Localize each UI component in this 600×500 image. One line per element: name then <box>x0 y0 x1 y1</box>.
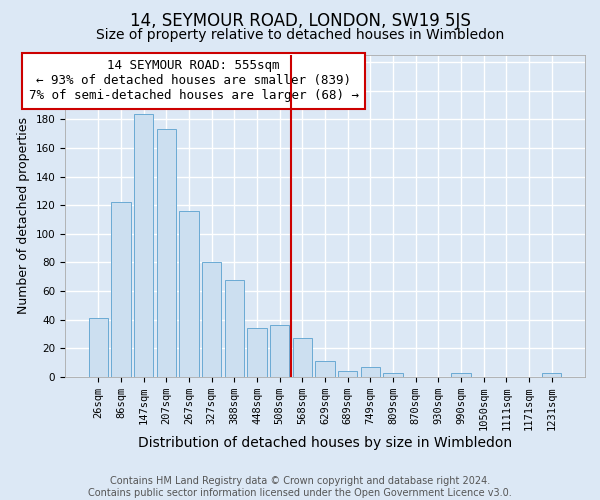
Bar <box>383 372 403 377</box>
Bar <box>361 367 380 377</box>
Bar <box>451 372 470 377</box>
Text: Contains HM Land Registry data © Crown copyright and database right 2024.
Contai: Contains HM Land Registry data © Crown c… <box>88 476 512 498</box>
Bar <box>134 114 154 377</box>
Bar <box>157 130 176 377</box>
Bar <box>225 280 244 377</box>
Bar <box>542 372 562 377</box>
Bar <box>270 326 289 377</box>
Bar <box>293 338 312 377</box>
Text: 14, SEYMOUR ROAD, LONDON, SW19 5JS: 14, SEYMOUR ROAD, LONDON, SW19 5JS <box>130 12 470 30</box>
Bar <box>179 211 199 377</box>
Bar <box>247 328 266 377</box>
Bar <box>316 361 335 377</box>
Bar <box>338 371 358 377</box>
X-axis label: Distribution of detached houses by size in Wimbledon: Distribution of detached houses by size … <box>138 436 512 450</box>
Text: Size of property relative to detached houses in Wimbledon: Size of property relative to detached ho… <box>96 28 504 42</box>
Bar <box>112 202 131 377</box>
Text: 14 SEYMOUR ROAD: 555sqm
← 93% of detached houses are smaller (839)
7% of semi-de: 14 SEYMOUR ROAD: 555sqm ← 93% of detache… <box>29 60 359 102</box>
Bar <box>202 262 221 377</box>
Bar <box>89 318 108 377</box>
Y-axis label: Number of detached properties: Number of detached properties <box>17 118 30 314</box>
